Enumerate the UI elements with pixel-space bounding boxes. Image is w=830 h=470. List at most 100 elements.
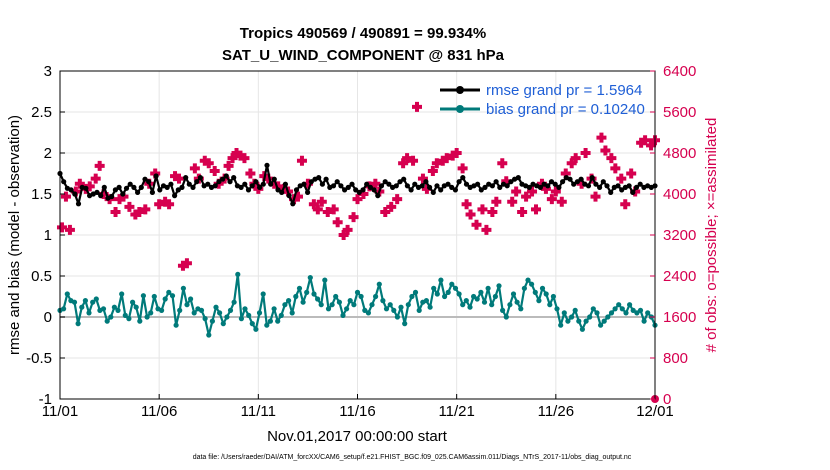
rmse-point xyxy=(127,181,133,187)
obs-assimilated-marker xyxy=(465,209,476,220)
obs-assimilated-marker xyxy=(140,204,151,215)
bias-point xyxy=(325,306,332,312)
rmse-point xyxy=(460,175,466,181)
obs-assimilated-marker xyxy=(56,222,67,233)
bias-point xyxy=(151,293,157,300)
rmse-point xyxy=(138,184,144,190)
obs-assimilated-marker xyxy=(437,155,448,166)
rmse-point xyxy=(164,184,170,190)
rmse-point xyxy=(293,187,300,193)
bias-point xyxy=(608,310,615,316)
right-y-tick-label: 4000 xyxy=(663,186,696,203)
bias-point xyxy=(71,299,78,305)
bias-point xyxy=(645,310,651,316)
rmse-point xyxy=(571,181,577,187)
rmse-point xyxy=(223,173,229,179)
rmse-point xyxy=(375,193,381,199)
bias-point xyxy=(140,293,146,299)
obs-assimilated-marker xyxy=(209,165,220,176)
bias-point xyxy=(376,281,382,287)
y-tick-label: -0.5 xyxy=(26,350,52,367)
rmse-point xyxy=(608,189,614,195)
obs-assimilated-marker xyxy=(316,196,327,207)
bias-point xyxy=(336,299,342,305)
bias-point xyxy=(485,285,491,291)
rmse-point xyxy=(633,184,640,190)
rmse-point xyxy=(275,187,281,193)
right-y-tick-label: 1600 xyxy=(663,309,696,326)
bias-point xyxy=(583,318,589,324)
rmse-point xyxy=(61,179,67,185)
bias-point xyxy=(104,318,110,324)
data-file-footer: data file: /Users/raeder/DAI/ATM_forcXX/… xyxy=(193,454,632,461)
chart-title: Tropics 490569 / 490891 = 99.934% xyxy=(240,25,486,42)
rmse-point xyxy=(515,175,521,181)
bias-point xyxy=(576,318,582,324)
obs-assimilated-marker xyxy=(487,206,498,217)
bias-point xyxy=(213,304,219,310)
bias-point xyxy=(590,306,596,312)
bias-point xyxy=(456,291,462,297)
bias-point xyxy=(253,326,259,332)
obs-assimilated-marker xyxy=(94,160,105,171)
obs-assimilated-marker xyxy=(546,194,557,205)
rmse-point xyxy=(404,183,410,189)
legend-rmse-marker xyxy=(456,86,464,94)
obs-assimilated-marker xyxy=(626,168,637,179)
bias-point xyxy=(460,302,466,308)
bias-point xyxy=(289,310,295,316)
obs-assimilated-marker xyxy=(322,206,333,217)
obs-assimilated-marker xyxy=(342,224,353,235)
y-tick-label: 2 xyxy=(44,145,52,162)
x-axis-ticks: 11/01 11/06 11/11 11/16 11/21 11/26 12/01 xyxy=(42,394,674,420)
bias-point xyxy=(503,314,509,320)
bias-point xyxy=(246,312,252,318)
obs-assimilated-marker xyxy=(596,132,607,143)
bias-point xyxy=(434,291,440,297)
obs-assimilated-marker xyxy=(606,153,617,164)
bias-point xyxy=(231,299,237,305)
obs-assimilated-marker xyxy=(640,135,651,146)
bias-point xyxy=(318,302,324,308)
legend-bias-marker xyxy=(456,105,464,113)
obs-assimilated-marker xyxy=(540,183,551,194)
bias-point xyxy=(373,293,379,300)
rmse-point xyxy=(630,189,636,195)
obs-assimilated-marker xyxy=(296,155,307,166)
right-y-axis-ticks: 0 800 1600 2400 3200 4000 4800 5600 6400 xyxy=(650,63,696,408)
bias-point xyxy=(554,306,560,312)
bias-point xyxy=(565,318,571,324)
bias-point xyxy=(619,306,625,312)
bias-point xyxy=(463,298,469,304)
x-tick-label: 11/26 xyxy=(538,403,574,420)
obs-assimilated-marker xyxy=(380,206,391,217)
obs-assimilated-marker xyxy=(181,258,192,269)
x-tick-label: 11/21 xyxy=(438,403,474,420)
obs-assimilated-marker xyxy=(170,171,181,182)
right-y-tick-label: 5600 xyxy=(663,104,696,121)
obs-assimilated-marker xyxy=(590,191,601,202)
obs-assimilated-marker xyxy=(507,196,518,207)
bias-point xyxy=(177,307,183,313)
obs-assimilated-marker xyxy=(130,209,141,220)
bias-point xyxy=(86,310,92,316)
obs-assimilated-marker xyxy=(328,204,339,215)
obs-assimilated-marker xyxy=(501,176,512,187)
bias-point xyxy=(217,310,223,316)
bias-point xyxy=(442,293,448,300)
rmse-point xyxy=(68,187,74,193)
x-tick-label: 11/01 xyxy=(42,403,78,420)
bias-point xyxy=(260,291,266,297)
bias-point xyxy=(507,302,513,308)
rmse-point xyxy=(597,184,603,190)
bias-point xyxy=(133,304,139,310)
bias-point xyxy=(383,306,390,312)
bias-point xyxy=(569,314,575,320)
obs-assimilated-marker xyxy=(491,196,502,207)
legend: rmse grand pr = 1.5964 bias grand pr = 0… xyxy=(440,82,645,118)
bias-point xyxy=(547,302,553,308)
bias-point xyxy=(169,293,176,299)
bias-point xyxy=(119,291,125,297)
rmse-point xyxy=(142,176,148,182)
rmse-point xyxy=(83,185,89,191)
